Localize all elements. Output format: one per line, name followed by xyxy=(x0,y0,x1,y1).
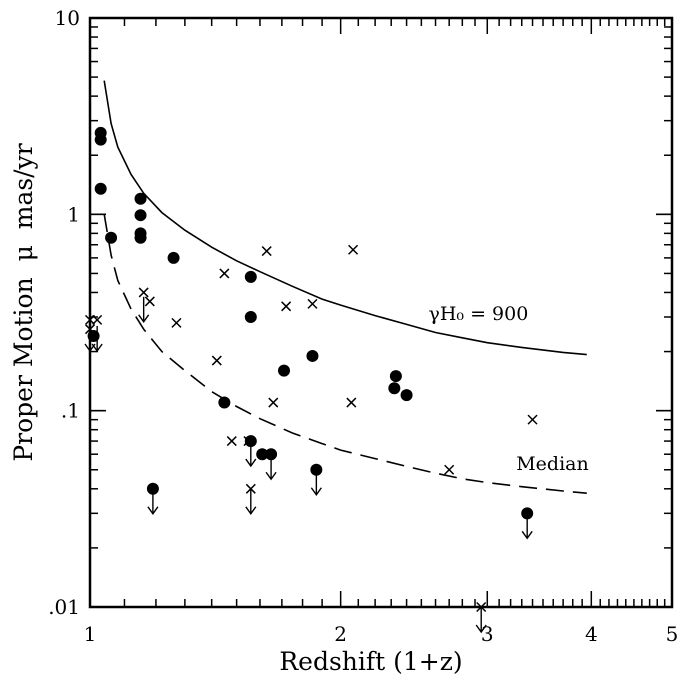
data-point-cross xyxy=(348,244,359,255)
cross-stroke xyxy=(243,436,254,447)
cross-stroke xyxy=(527,414,538,425)
data-point-cross xyxy=(211,355,222,366)
y-tick-label: .1 xyxy=(61,399,80,423)
data-point-filled xyxy=(134,231,147,244)
median-curve xyxy=(103,214,587,494)
upper-limit-arrowhead xyxy=(147,506,159,516)
data-point-cross xyxy=(281,301,292,312)
plot-frame xyxy=(88,16,674,609)
data-point-filled xyxy=(244,270,257,283)
data-point-filled xyxy=(94,133,107,146)
cross-stroke xyxy=(219,268,230,279)
data-point-filled xyxy=(265,448,278,461)
upper-limit-arrowhead xyxy=(265,471,277,481)
data-point-cross xyxy=(226,436,237,447)
cross-stroke xyxy=(476,601,487,613)
data-point-filled xyxy=(167,251,180,264)
x-tick-label: 5 xyxy=(666,622,679,646)
gamma-h0-curve xyxy=(103,80,587,356)
data-point-cross xyxy=(261,246,272,257)
median-label: Median xyxy=(516,453,589,475)
data-point-filled xyxy=(310,463,323,476)
data-point-cross xyxy=(307,298,318,309)
cross-stroke xyxy=(226,436,237,447)
data-point-cross xyxy=(171,317,182,328)
data-point-filled xyxy=(94,182,107,195)
data-point-cross xyxy=(527,414,538,425)
data-point-filled xyxy=(388,382,401,395)
upper-limit-arrowhead xyxy=(310,487,322,496)
x-tick-label: 1 xyxy=(84,622,97,646)
upper-limit-arrowhead xyxy=(138,314,150,324)
data-point-filled xyxy=(244,435,257,448)
cross-stroke xyxy=(171,317,182,328)
upper-limit-arrowhead xyxy=(245,458,257,468)
upper-limit-arrowhead xyxy=(245,506,257,516)
gamma-h0-label: γH₀ = 900 xyxy=(429,303,529,325)
data-point-filled xyxy=(134,192,147,205)
data-point-cross xyxy=(138,287,149,298)
upper-limit-arrowhead xyxy=(521,530,533,540)
y-tick-label: 10 xyxy=(55,6,80,30)
data-point-cross xyxy=(144,296,155,307)
data-point-filled xyxy=(146,482,159,495)
data-point-filled xyxy=(256,448,269,461)
data-point-cross xyxy=(346,397,357,408)
data-point-filled xyxy=(218,396,231,409)
data-point-cross xyxy=(92,314,103,325)
cross-stroke xyxy=(261,246,272,257)
cross-stroke xyxy=(281,301,292,312)
cross-stroke xyxy=(211,355,222,366)
cross-stroke xyxy=(348,244,359,255)
x-axis-label: Redshift (1+z) xyxy=(279,647,462,676)
data-point-filled xyxy=(87,330,100,343)
data-point-filled xyxy=(105,231,118,244)
data-point-cross xyxy=(84,314,96,325)
x-tick-label: 4 xyxy=(585,622,598,646)
y-axis-label: Proper Motion μ mas/yr xyxy=(9,143,38,461)
cross-stroke xyxy=(245,483,256,494)
data-point-cross xyxy=(444,464,455,475)
data-point-cross xyxy=(243,436,254,447)
y-tick-label: 1 xyxy=(67,202,80,226)
data-point-filled xyxy=(400,389,413,402)
cross-stroke xyxy=(268,397,279,408)
upper-limit-arrowhead xyxy=(475,624,487,634)
cross-stroke xyxy=(138,287,149,298)
data-point-filled xyxy=(521,507,534,520)
x-tick-label: 2 xyxy=(334,622,347,646)
data-point-cross xyxy=(219,268,230,279)
data-point-filled xyxy=(278,364,291,377)
cross-stroke xyxy=(346,397,357,408)
x-tick-label: 3 xyxy=(481,622,494,646)
data-point-filled xyxy=(306,349,319,362)
data-point-cross xyxy=(84,324,96,335)
cross-stroke xyxy=(144,296,155,307)
data-point-filled xyxy=(389,370,402,383)
cross-stroke xyxy=(307,298,318,309)
data-point-cross xyxy=(476,601,487,613)
cross-stroke xyxy=(84,324,96,335)
data-point-cross xyxy=(245,483,256,494)
upper-limit-arrowhead xyxy=(91,343,103,353)
cross-stroke xyxy=(92,314,103,325)
data-point-cross xyxy=(268,397,279,408)
data-point-filled xyxy=(244,310,257,323)
y-tick-label: .01 xyxy=(48,595,80,619)
cross-stroke xyxy=(84,314,96,325)
cross-stroke xyxy=(444,464,455,475)
data-point-filled xyxy=(134,209,147,222)
